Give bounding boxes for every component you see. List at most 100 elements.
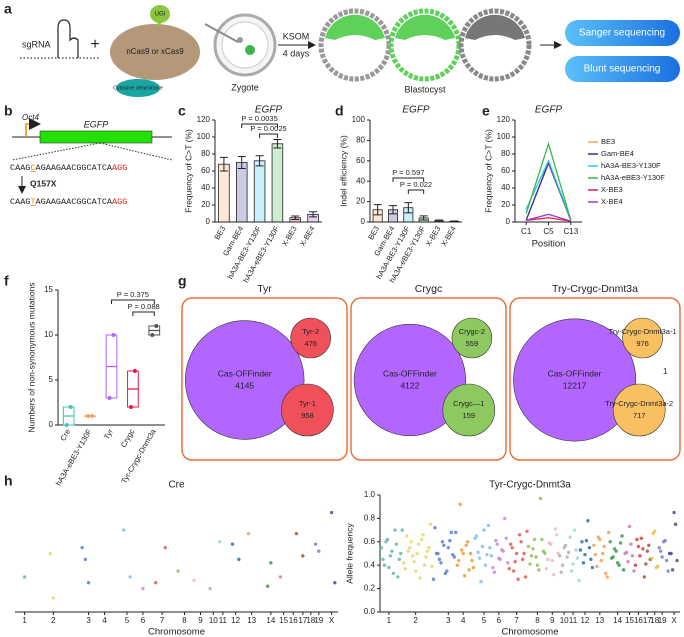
point xyxy=(488,545,492,550)
point xyxy=(399,551,403,556)
point xyxy=(543,551,547,556)
point xyxy=(565,555,569,559)
point xyxy=(656,564,660,569)
point xyxy=(431,577,436,581)
point xyxy=(470,558,474,563)
point xyxy=(568,535,572,539)
point xyxy=(501,549,505,553)
sgrna-hairpin xyxy=(57,19,79,58)
x-tick-label: 18 xyxy=(650,616,659,625)
y-tick-label: 0.0 xyxy=(364,607,376,616)
blunt-pill xyxy=(565,56,680,82)
point xyxy=(586,519,590,523)
x-tick-label: 9 xyxy=(198,616,203,625)
blastocyst-label: Blastocyst xyxy=(404,84,446,94)
x-tick-label: X-BE3 xyxy=(280,224,299,247)
point xyxy=(569,569,574,573)
point xyxy=(653,529,657,533)
point xyxy=(86,581,91,585)
venn-label: Cas-OFFinder xyxy=(218,368,272,378)
x-tick-label: 15 xyxy=(625,616,634,625)
point xyxy=(508,542,513,546)
y-tick-label: 80 xyxy=(501,149,510,158)
x-tick-label: 11 xyxy=(219,616,228,625)
point xyxy=(455,563,459,567)
point xyxy=(382,563,387,567)
point xyxy=(507,567,511,571)
point xyxy=(580,540,584,544)
chart-title: EGFP xyxy=(402,105,430,116)
point xyxy=(630,554,635,558)
venn-circle xyxy=(290,317,332,359)
point xyxy=(635,537,639,542)
y-tick-label: 0.4 xyxy=(364,560,376,569)
x-tick-label: 2 xyxy=(413,616,418,625)
point xyxy=(397,557,402,562)
x-tick-label: 19 xyxy=(314,616,323,625)
point xyxy=(627,524,632,529)
egfp-box xyxy=(39,130,153,144)
point xyxy=(132,369,137,373)
bar xyxy=(271,143,284,223)
x-tick-label: C13 xyxy=(563,227,578,236)
point xyxy=(230,542,235,546)
point xyxy=(217,540,222,544)
venn-count: 159 xyxy=(463,411,476,420)
point xyxy=(522,551,526,556)
point xyxy=(476,550,480,555)
point xyxy=(391,571,396,576)
point xyxy=(246,531,251,536)
point xyxy=(474,534,479,538)
plus: + xyxy=(90,36,99,53)
point xyxy=(465,540,470,544)
point xyxy=(589,557,593,562)
point xyxy=(614,549,618,553)
point xyxy=(495,542,500,546)
point xyxy=(459,548,464,552)
ksom-label: KSOM xyxy=(283,31,310,41)
point xyxy=(526,544,531,549)
point xyxy=(464,543,468,548)
point xyxy=(405,534,409,538)
point xyxy=(602,544,606,549)
point xyxy=(583,552,587,557)
point xyxy=(657,545,661,550)
point xyxy=(549,542,553,546)
chart-title: Cre xyxy=(168,480,185,491)
point xyxy=(601,551,605,556)
point xyxy=(479,579,483,584)
legend-label: hA3A-eBE3-Y130F xyxy=(601,173,665,182)
point xyxy=(445,569,449,573)
point xyxy=(385,537,390,542)
point xyxy=(408,545,412,550)
point xyxy=(611,555,615,559)
y-tick-label: 100 xyxy=(497,132,511,141)
x-tick-label: 14 xyxy=(613,616,622,625)
ugi-linker xyxy=(156,21,162,27)
chart-title: Tyr-Crygc-Dnmt3a xyxy=(489,480,571,491)
point xyxy=(381,557,385,562)
point xyxy=(572,528,577,532)
mutation-label: Q157X xyxy=(30,178,57,188)
line xyxy=(525,159,572,220)
venn-label: Tyr-2 xyxy=(302,327,319,336)
zoom-lines xyxy=(11,142,173,161)
x-tick-label: 14 xyxy=(266,616,275,625)
point xyxy=(48,551,52,556)
cas9-protein xyxy=(110,24,200,80)
seq-wt: CAAGCAGAAGAACGGCATCAAGG xyxy=(10,163,127,173)
sgrna-label: sgRNA xyxy=(22,39,51,49)
venn-circle xyxy=(442,383,496,437)
y-axis-label: Indel efficiency (%) xyxy=(338,135,348,207)
point xyxy=(510,545,514,550)
y-tick-label: 40 xyxy=(356,176,365,185)
x-tick-label: 19 xyxy=(658,616,667,625)
annotation: P = 0.375 xyxy=(117,290,149,299)
x-tick-label: 8 xyxy=(535,616,540,625)
x-tick-label: Crygc xyxy=(119,427,137,449)
point xyxy=(122,528,126,532)
y-tick-label: 40 xyxy=(501,183,510,192)
point xyxy=(437,557,442,562)
point xyxy=(494,538,498,543)
panel-label: c xyxy=(178,103,186,119)
